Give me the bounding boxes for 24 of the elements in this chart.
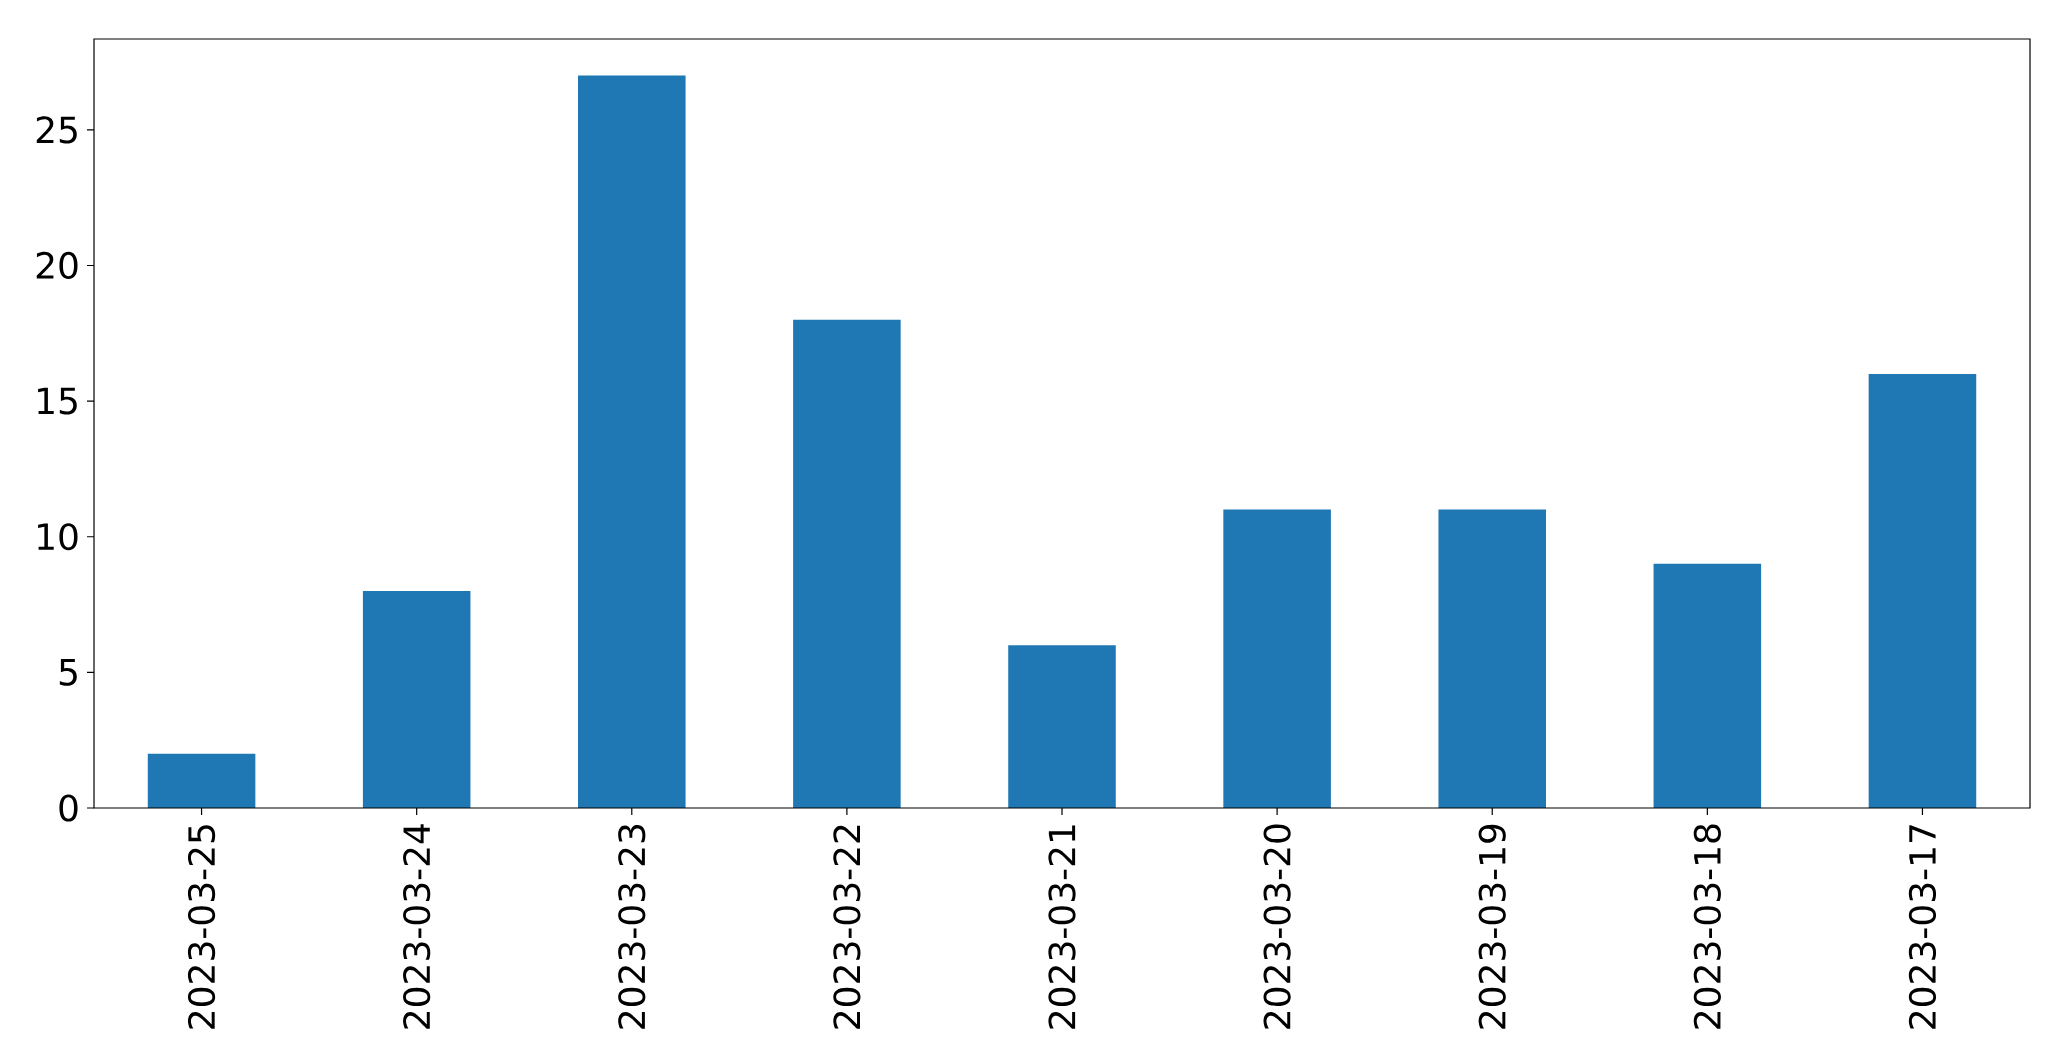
- x-tick-label: 2023-03-21: [1048, 825, 1076, 1029]
- y-tick-label: 25: [36, 116, 77, 144]
- bar: [1008, 645, 1116, 808]
- x-tick-label: 2023-03-24: [403, 824, 431, 1029]
- x-tick-label: 2023-03-17: [1908, 825, 1937, 1029]
- bar: [1438, 509, 1547, 808]
- bar: [1223, 509, 1331, 808]
- y-tick-label: 0: [59, 794, 78, 822]
- bar: [578, 75, 686, 808]
- x-tick-label: 2023-03-19: [1478, 824, 1506, 1029]
- y-tick-label: 20: [36, 251, 78, 280]
- bar: [1653, 563, 1762, 808]
- y-tick-label: 15: [38, 387, 77, 415]
- bar: [1868, 374, 1977, 808]
- y-tick-label: 5: [59, 658, 77, 686]
- x-tick-label: 2023-03-23: [618, 825, 646, 1029]
- bar: [362, 590, 471, 808]
- y-tick-label: 10: [38, 523, 78, 551]
- bar: [793, 319, 901, 808]
- x-tick-label: 2023-03-20: [1263, 824, 1291, 1029]
- x-tick-label: 2023-03-22: [833, 825, 861, 1029]
- x-tick-label: 2023-03-18: [1693, 824, 1721, 1029]
- bar: [147, 753, 256, 808]
- x-tick-label: 2023-03-25: [187, 825, 216, 1029]
